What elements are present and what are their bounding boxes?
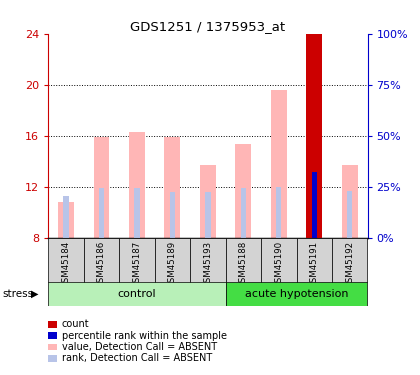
- Bar: [271, 90, 287, 238]
- Bar: [94, 137, 110, 238]
- Bar: [48, 238, 84, 283]
- Text: GSM45192: GSM45192: [345, 240, 354, 288]
- Bar: [235, 144, 251, 238]
- Text: acute hypotension: acute hypotension: [245, 289, 348, 299]
- Text: GSM45184: GSM45184: [62, 240, 71, 288]
- Bar: [84, 238, 119, 283]
- Text: GSM45193: GSM45193: [203, 240, 213, 288]
- Bar: [342, 165, 358, 238]
- Text: GSM45187: GSM45187: [132, 240, 142, 288]
- Text: control: control: [118, 289, 156, 299]
- Bar: [190, 238, 226, 283]
- Bar: [297, 238, 332, 283]
- Bar: [205, 192, 210, 238]
- Bar: [261, 238, 297, 283]
- Text: GSM45186: GSM45186: [97, 240, 106, 288]
- Bar: [226, 282, 368, 306]
- Text: count: count: [62, 320, 89, 329]
- Text: GSM45191: GSM45191: [310, 240, 319, 288]
- Bar: [99, 188, 104, 238]
- Text: GSM45190: GSM45190: [274, 240, 284, 288]
- Bar: [276, 187, 281, 238]
- Bar: [63, 196, 69, 238]
- Bar: [170, 192, 175, 238]
- Bar: [332, 238, 368, 283]
- Bar: [200, 165, 216, 238]
- Text: value, Detection Call = ABSENT: value, Detection Call = ABSENT: [62, 342, 217, 352]
- Bar: [48, 282, 226, 306]
- Text: GSM45189: GSM45189: [168, 240, 177, 288]
- Text: percentile rank within the sample: percentile rank within the sample: [62, 331, 227, 340]
- Text: rank, Detection Call = ABSENT: rank, Detection Call = ABSENT: [62, 353, 212, 363]
- Bar: [165, 137, 181, 238]
- Bar: [155, 238, 190, 283]
- Bar: [312, 172, 317, 238]
- Text: stress: stress: [2, 289, 33, 299]
- Bar: [226, 238, 261, 283]
- Bar: [58, 202, 74, 238]
- Bar: [129, 132, 145, 238]
- Bar: [306, 34, 322, 238]
- Title: GDS1251 / 1375953_at: GDS1251 / 1375953_at: [130, 20, 286, 33]
- Bar: [241, 188, 246, 238]
- Text: GSM45188: GSM45188: [239, 240, 248, 288]
- Bar: [134, 188, 139, 238]
- Bar: [119, 238, 155, 283]
- Bar: [347, 191, 352, 238]
- Text: ▶: ▶: [31, 289, 38, 299]
